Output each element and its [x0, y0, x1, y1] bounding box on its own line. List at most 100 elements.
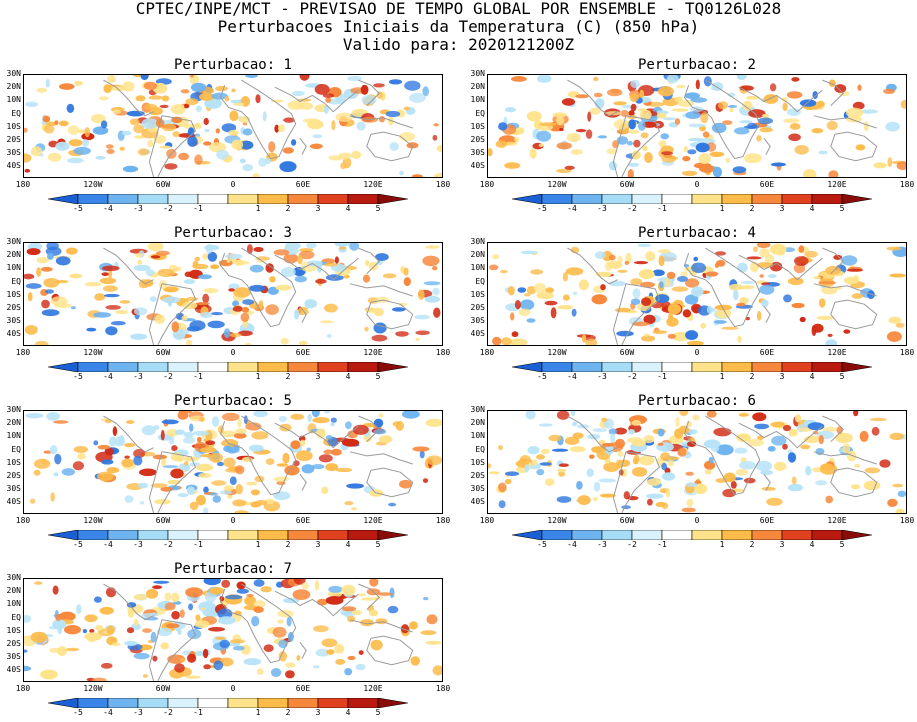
warm-anomaly-blob — [321, 486, 329, 495]
colorbar-label: 1 — [255, 372, 261, 381]
cool-anomaly-blob — [312, 665, 320, 669]
warm-anomaly-blob — [91, 113, 106, 124]
cool-anomaly-blob — [661, 472, 676, 481]
warm-anomaly-blob — [657, 442, 664, 446]
warm-anomaly-blob — [324, 303, 338, 313]
cool-anomaly-blob — [153, 425, 160, 430]
latitude-label: 30S — [6, 484, 21, 494]
cool-anomaly-blob — [202, 507, 209, 513]
latitude-label: 10N — [6, 599, 21, 609]
cool-anomaly-blob — [344, 610, 350, 618]
coastline — [299, 305, 307, 323]
colorbar-swatch — [721, 362, 753, 372]
warm-anomaly-blob — [339, 246, 347, 250]
coastline — [621, 451, 660, 513]
temperature-perturbation-field — [489, 243, 906, 345]
warm-anomaly-blob — [585, 129, 593, 139]
cool-anomaly-blob — [409, 92, 426, 103]
warm-anomaly-blob — [103, 285, 118, 292]
cool-anomaly-blob — [279, 161, 297, 173]
colorbar-label: -1 — [193, 204, 203, 213]
colorbar: -5 -4 -3 -2 -1 1 2 3 4 5 — [23, 530, 443, 552]
colorbar-label: -2 — [163, 372, 173, 381]
colorbar-label: 5 — [375, 204, 381, 213]
warm-anomaly-blob — [570, 246, 580, 254]
warm-anomaly-blob — [685, 471, 694, 476]
warm-anomaly-blob — [252, 173, 260, 177]
cool-anomaly-blob — [133, 652, 150, 660]
warm-anomaly-blob — [388, 116, 394, 126]
warm-anomaly-blob — [566, 132, 581, 143]
warm-anomaly-blob — [577, 495, 591, 506]
warm-anomaly-blob — [539, 122, 557, 127]
cool-anomaly-blob — [149, 296, 157, 302]
warm-anomaly-blob — [706, 411, 717, 418]
warm-anomaly-blob — [245, 481, 258, 486]
latitude-label: 20N — [6, 82, 21, 92]
warm-anomaly-blob — [756, 262, 774, 268]
warm-anomaly-blob — [298, 250, 315, 260]
coastline — [358, 583, 381, 610]
warm-anomaly-blob — [603, 462, 620, 472]
warm-anomaly-blob — [415, 330, 431, 336]
warm-anomaly-blob — [643, 314, 656, 325]
warm-anomaly-blob — [185, 587, 204, 598]
warm-anomaly-blob — [223, 457, 236, 468]
cool-anomaly-blob — [733, 289, 739, 301]
cool-anomaly-blob — [153, 580, 170, 584]
warm-anomaly-blob — [24, 325, 38, 335]
warm-anomaly-blob — [196, 494, 206, 506]
warm-anomaly-blob — [369, 609, 379, 617]
warm-anomaly-blob — [231, 88, 236, 93]
warm-anomaly-blob — [742, 100, 753, 111]
cool-anomaly-blob — [262, 111, 267, 122]
cool-anomaly-blob — [156, 627, 172, 637]
warm-anomaly-blob — [409, 621, 418, 630]
latitude-label: 20N — [6, 418, 21, 428]
warm-anomaly-blob — [550, 307, 557, 319]
cool-anomaly-blob — [576, 480, 583, 490]
cool-anomaly-blob — [124, 495, 134, 503]
cool-anomaly-blob — [207, 320, 225, 329]
warm-anomaly-blob — [680, 271, 688, 277]
latitude-label: 20N — [6, 586, 21, 596]
warm-anomaly-blob — [124, 455, 130, 459]
warm-anomaly-blob — [524, 293, 531, 297]
warm-anomaly-blob — [686, 498, 694, 507]
cool-anomaly-blob — [361, 95, 377, 105]
warm-anomaly-blob — [232, 102, 245, 106]
warm-anomaly-blob — [33, 469, 41, 476]
cool-anomaly-blob — [110, 321, 126, 326]
temperature-perturbation-field — [24, 75, 442, 177]
warm-anomaly-blob — [685, 278, 700, 288]
warm-anomaly-blob — [233, 287, 251, 298]
cool-anomaly-blob — [216, 461, 225, 467]
warm-anomaly-blob — [759, 274, 764, 278]
warm-anomaly-blob — [800, 444, 811, 450]
warm-anomaly-blob — [681, 170, 698, 176]
colorbar-label: -3 — [133, 204, 143, 213]
latitude-label: EQ — [11, 612, 21, 622]
coastline — [358, 247, 381, 274]
colorbar-swatch — [811, 530, 843, 540]
warm-anomaly-blob — [558, 463, 569, 467]
warm-anomaly-blob — [364, 307, 377, 313]
warm-anomaly-blob — [251, 431, 269, 440]
warm-anomaly-blob — [66, 247, 78, 255]
warm-anomaly-blob — [788, 133, 801, 142]
longitude-label: 180 — [435, 180, 451, 189]
warm-anomaly-blob — [602, 443, 614, 447]
warm-anomaly-blob — [101, 272, 109, 277]
cool-anomaly-blob — [597, 135, 608, 139]
colorbar-label: -3 — [597, 540, 607, 549]
cool-anomaly-blob — [373, 418, 384, 428]
colorbar-label: -1 — [657, 372, 667, 381]
warm-anomaly-blob — [787, 277, 804, 286]
warm-anomaly-blob — [631, 420, 642, 426]
warm-anomaly-blob — [735, 468, 749, 476]
cool-anomaly-blob — [504, 471, 520, 476]
warm-anomaly-blob — [559, 127, 564, 132]
longitude-label: 0 — [230, 348, 236, 357]
warm-anomaly-blob — [112, 109, 121, 115]
cool-anomaly-blob — [740, 281, 755, 284]
